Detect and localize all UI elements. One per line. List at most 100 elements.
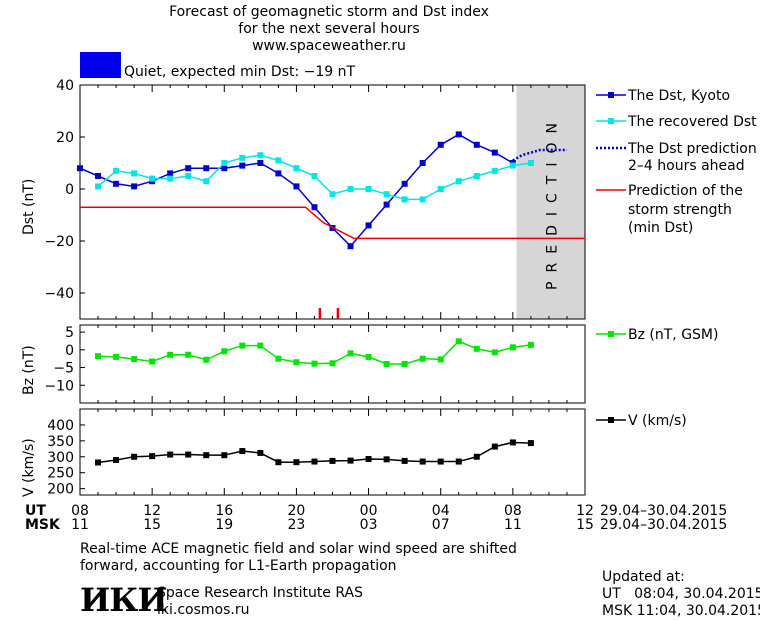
bz-ytick-label: 0: [65, 343, 74, 359]
note-line-1: Real-time ACE magnetic field and solar w…: [80, 541, 517, 557]
updated-ut: UT 08:04, 30.04.2015: [602, 586, 760, 602]
data-point: [221, 165, 228, 172]
data-point: [257, 342, 264, 349]
msk-tick-label: 23: [288, 517, 306, 533]
legend-dst-kyoto: The Dst, Kyoto: [596, 88, 730, 104]
data-point: [401, 361, 408, 367]
updated-msk: MSK 11:04, 30.04.2015: [602, 603, 760, 619]
ut-tick-label: 20: [288, 503, 306, 519]
data-point: [275, 157, 282, 164]
data-point: [509, 344, 516, 351]
v-ylabel: V (km/s): [21, 438, 37, 497]
msk-tick-label: 03: [360, 517, 378, 533]
data-point: [293, 359, 300, 366]
data-point: [275, 355, 282, 362]
data-point: [311, 458, 318, 465]
data-point: [473, 453, 480, 460]
legend-dst-recovered: The recovered Dst: [596, 114, 757, 130]
v-ytick-label: 350: [47, 434, 74, 450]
data-point: [239, 154, 246, 161]
data-point: [491, 149, 498, 156]
data-point: [437, 356, 444, 363]
data-point: [131, 183, 138, 190]
data-point: [383, 191, 390, 198]
dst-ytick-label: −20: [44, 234, 74, 250]
dst-ytick-label: 40: [56, 78, 74, 94]
data-point: [131, 170, 138, 177]
data-point: [239, 162, 246, 169]
bz-ytick-label: −5: [53, 361, 74, 377]
data-point: [77, 165, 83, 172]
data-point: [131, 356, 138, 363]
data-point: [221, 160, 228, 166]
data-point: [491, 349, 498, 356]
dst-ytick-label: 20: [56, 130, 74, 146]
data-point: [509, 162, 516, 169]
v-ytick-label: 250: [47, 466, 74, 482]
data-point: [437, 141, 444, 148]
msk-tick-label: 19: [215, 517, 233, 533]
msk-tick-label: 15: [576, 517, 594, 533]
data-point: [95, 173, 102, 179]
dst-ylabel: Dst (nT): [21, 179, 37, 235]
data-point: [329, 457, 336, 464]
data-point: [293, 459, 300, 466]
site-url: www.spaceweather.ru: [252, 38, 406, 54]
data-point: [239, 448, 246, 455]
data-point: [311, 204, 318, 211]
legend-dst-prediction: The Dst prediction 2–4 hours ahead: [596, 141, 757, 174]
data-point: [113, 167, 120, 174]
dst-ytick-label: 0: [65, 182, 74, 198]
data-point: [329, 360, 336, 367]
svg-text:Prediction of the: Prediction of the: [628, 183, 743, 199]
data-point: [419, 196, 426, 203]
ut-tick-label: 08: [71, 503, 89, 519]
note-line-2: forward, accounting for L1-Earth propaga…: [80, 558, 397, 574]
data-point: [95, 459, 102, 466]
svg-text:The recovered Dst: The recovered Dst: [627, 114, 757, 130]
legend-storm-strength: Prediction of the storm strength (min Ds…: [596, 183, 743, 236]
data-point: [365, 222, 372, 229]
msk-tick-label: 11: [504, 517, 522, 533]
data-point: [419, 458, 426, 465]
data-point: [455, 131, 462, 138]
data-point: [365, 353, 372, 360]
data-point: [149, 175, 156, 182]
date-range-msk: 29.04–30.04.2015: [600, 517, 727, 533]
svg-text:The Dst, Kyoto: The Dst, Kyoto: [627, 88, 730, 104]
msk-tick-label: 07: [432, 517, 450, 533]
ut-tick-label: 04: [432, 503, 450, 519]
prediction-label: PREDICTION: [545, 114, 561, 290]
data-point: [365, 186, 372, 192]
v-panel-frame: [79, 408, 586, 496]
data-point: [437, 186, 444, 192]
data-point: [257, 160, 264, 166]
data-point: [491, 167, 498, 174]
the-dst-prediction-line: [512, 148, 567, 162]
legend-v: V (km/s): [596, 413, 687, 429]
bz-ytick-label: 5: [65, 325, 74, 341]
data-point: [167, 170, 174, 177]
data-point: [347, 457, 354, 464]
svg-text:The Dst prediction: The Dst prediction: [627, 141, 757, 157]
svg-text:2–4 hours ahead: 2–4 hours ahead: [628, 158, 745, 174]
data-point: [455, 178, 462, 185]
data-point: [203, 452, 210, 459]
prediction-region: [516, 85, 585, 319]
data-point: [203, 165, 210, 172]
data-point: [185, 351, 192, 358]
svg-text:Bz (nT, GSM): Bz (nT, GSM): [628, 327, 718, 343]
data-point: [113, 456, 120, 463]
data-point: [455, 458, 462, 465]
data-point: [293, 165, 300, 172]
svg-text:(min Dst): (min Dst): [628, 220, 693, 236]
v-ytick-label: 400: [47, 418, 74, 434]
data-point: [221, 348, 228, 355]
data-point: [473, 141, 480, 148]
chart-subtitle: for the next several hours: [238, 21, 420, 37]
data-point: [167, 175, 174, 182]
data-point: [293, 183, 300, 190]
data-point: [221, 452, 228, 459]
data-point: [455, 338, 462, 345]
ut-axis-label: UT: [25, 503, 46, 519]
